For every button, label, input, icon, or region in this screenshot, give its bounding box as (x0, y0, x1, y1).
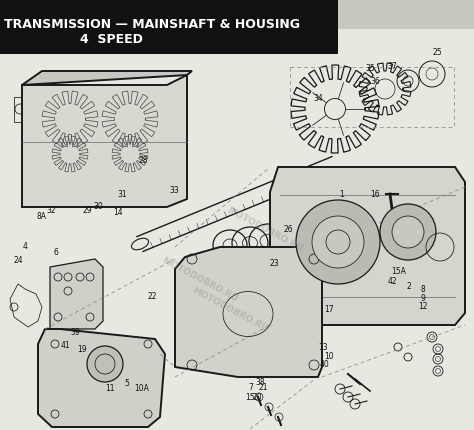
Text: 35: 35 (366, 64, 375, 72)
Text: 30: 30 (94, 201, 103, 210)
Text: 29: 29 (83, 206, 92, 214)
Text: MOTODOBRO.RU: MOTODOBRO.RU (191, 286, 270, 333)
Text: 4  SPEED: 4 SPEED (80, 33, 143, 46)
Polygon shape (175, 247, 322, 377)
Circle shape (87, 346, 123, 382)
Text: 32: 32 (46, 206, 56, 214)
Text: 40: 40 (320, 359, 329, 368)
Text: 6: 6 (54, 247, 58, 256)
Text: 23: 23 (269, 259, 279, 267)
Text: 8A: 8A (36, 212, 47, 220)
Text: 16: 16 (371, 190, 380, 199)
Text: 11: 11 (105, 384, 115, 392)
Text: 42: 42 (388, 276, 397, 285)
Polygon shape (50, 259, 103, 329)
Circle shape (380, 205, 436, 261)
Text: TRANSMISSION — MAINSHAFT & HOUSING: TRANSMISSION — MAINSHAFT & HOUSING (4, 18, 300, 31)
Polygon shape (38, 329, 165, 427)
Text: 10A: 10A (134, 384, 149, 392)
Text: 24: 24 (13, 256, 23, 264)
Text: 33: 33 (170, 186, 179, 194)
Text: 1: 1 (339, 190, 344, 199)
Text: 26: 26 (283, 224, 293, 233)
Text: 36: 36 (371, 77, 380, 85)
Circle shape (392, 216, 424, 249)
Text: 8: 8 (420, 285, 425, 293)
Text: 34: 34 (314, 94, 323, 102)
Text: 41: 41 (61, 341, 70, 349)
Polygon shape (22, 72, 192, 86)
Text: 15: 15 (246, 392, 255, 401)
Text: 13: 13 (319, 343, 328, 351)
Text: 38: 38 (255, 378, 264, 386)
Text: 28: 28 (138, 156, 148, 164)
Text: 20: 20 (252, 392, 262, 401)
Text: 2: 2 (406, 282, 411, 290)
Text: 25: 25 (432, 48, 442, 57)
Text: 14: 14 (113, 207, 122, 216)
Polygon shape (22, 76, 187, 208)
Text: 21: 21 (258, 382, 268, 390)
Text: 5: 5 (125, 378, 129, 387)
Text: 39: 39 (70, 328, 80, 336)
Text: 19: 19 (77, 344, 86, 353)
Text: 12: 12 (418, 301, 428, 310)
Circle shape (312, 216, 364, 268)
Text: MOTODOBRO.RU: MOTODOBRO.RU (226, 206, 305, 253)
Text: 17: 17 (325, 304, 334, 313)
Text: 31: 31 (118, 190, 127, 199)
Polygon shape (270, 168, 465, 325)
Text: 9: 9 (420, 293, 425, 302)
Text: 7: 7 (249, 383, 254, 391)
Circle shape (296, 200, 380, 284)
Text: 37: 37 (388, 62, 397, 71)
Text: MOTODOBRO.RU: MOTODOBRO.RU (160, 255, 239, 303)
Text: 10: 10 (325, 352, 334, 360)
Text: 15A: 15A (391, 267, 406, 275)
Bar (0, 0, 338, 55)
Text: 4: 4 (22, 242, 27, 250)
Text: 22: 22 (148, 292, 157, 300)
